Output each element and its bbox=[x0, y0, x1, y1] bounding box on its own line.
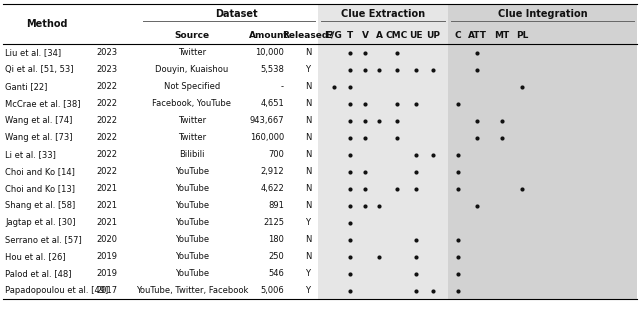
Text: 2023: 2023 bbox=[97, 48, 118, 57]
Text: Twitter: Twitter bbox=[178, 116, 206, 125]
Text: YouTube: YouTube bbox=[175, 269, 209, 278]
Text: Clue Extraction: Clue Extraction bbox=[341, 9, 425, 19]
Text: Twitter: Twitter bbox=[178, 133, 206, 142]
Text: 2022: 2022 bbox=[97, 167, 118, 176]
Bar bbox=[318, 4, 448, 299]
Text: 4,651: 4,651 bbox=[260, 99, 284, 108]
Text: Released?: Released? bbox=[282, 30, 333, 40]
Text: YouTube: YouTube bbox=[175, 184, 209, 193]
Text: N: N bbox=[305, 150, 311, 159]
Text: YouTube: YouTube bbox=[175, 218, 209, 227]
Text: Ganti [22]: Ganti [22] bbox=[5, 82, 47, 91]
Text: Y: Y bbox=[305, 65, 310, 74]
Text: Y: Y bbox=[305, 218, 310, 227]
Text: ATT: ATT bbox=[467, 30, 486, 40]
Text: PL: PL bbox=[516, 30, 528, 40]
Text: 4,622: 4,622 bbox=[260, 184, 284, 193]
Text: 5,538: 5,538 bbox=[260, 65, 284, 74]
Text: 2021: 2021 bbox=[97, 184, 118, 193]
Text: N: N bbox=[305, 167, 311, 176]
Text: -: - bbox=[281, 82, 284, 91]
Text: Li et al. [33]: Li et al. [33] bbox=[5, 150, 56, 159]
Text: Liu et al. [34]: Liu et al. [34] bbox=[5, 48, 61, 57]
Text: V: V bbox=[362, 30, 369, 40]
Text: 160,000: 160,000 bbox=[250, 133, 284, 142]
Text: Wang et al. [74]: Wang et al. [74] bbox=[5, 116, 72, 125]
Text: 2022: 2022 bbox=[97, 133, 118, 142]
Bar bbox=[3, 4, 318, 299]
Text: T: T bbox=[347, 30, 353, 40]
Text: 2022: 2022 bbox=[97, 99, 118, 108]
Text: N: N bbox=[305, 235, 311, 244]
Text: 891: 891 bbox=[268, 201, 284, 210]
Text: 700: 700 bbox=[268, 150, 284, 159]
Text: MT: MT bbox=[494, 30, 509, 40]
Text: 250: 250 bbox=[268, 252, 284, 261]
Text: Y: Y bbox=[305, 286, 310, 295]
Text: Choi and Ko [13]: Choi and Ko [13] bbox=[5, 184, 75, 193]
Text: Jagtap et al. [30]: Jagtap et al. [30] bbox=[5, 218, 76, 227]
Text: Not Specified: Not Specified bbox=[164, 82, 220, 91]
Text: N: N bbox=[305, 252, 311, 261]
Text: Serrano et al. [57]: Serrano et al. [57] bbox=[5, 235, 82, 244]
Text: 2017: 2017 bbox=[97, 286, 118, 295]
Text: E/G: E/G bbox=[326, 30, 342, 40]
Text: 2022: 2022 bbox=[97, 116, 118, 125]
Bar bbox=[448, 4, 637, 299]
Text: UP: UP bbox=[426, 30, 440, 40]
Text: Shang et al. [58]: Shang et al. [58] bbox=[5, 201, 76, 210]
Text: 10,000: 10,000 bbox=[255, 48, 284, 57]
Text: N: N bbox=[305, 48, 311, 57]
Text: Qi et al. [51, 53]: Qi et al. [51, 53] bbox=[5, 65, 74, 74]
Text: Y: Y bbox=[305, 269, 310, 278]
Text: 2019: 2019 bbox=[97, 269, 118, 278]
Text: N: N bbox=[305, 99, 311, 108]
Text: 2020: 2020 bbox=[97, 235, 118, 244]
Text: YouTube, Twitter, Facebook: YouTube, Twitter, Facebook bbox=[136, 286, 248, 295]
Text: N: N bbox=[305, 201, 311, 210]
Text: Clue Integration: Clue Integration bbox=[498, 9, 588, 19]
Text: Bilibili: Bilibili bbox=[179, 150, 205, 159]
Text: 5,006: 5,006 bbox=[260, 286, 284, 295]
Text: Source: Source bbox=[175, 30, 209, 40]
Text: Palod et al. [48]: Palod et al. [48] bbox=[5, 269, 72, 278]
Text: CMC: CMC bbox=[386, 30, 408, 40]
Text: A: A bbox=[376, 30, 383, 40]
Text: Hou et al. [26]: Hou et al. [26] bbox=[5, 252, 66, 261]
Text: C: C bbox=[454, 30, 461, 40]
Text: Wang et al. [73]: Wang et al. [73] bbox=[5, 133, 72, 142]
Text: 2022: 2022 bbox=[97, 82, 118, 91]
Text: Method: Method bbox=[26, 19, 68, 29]
Text: 2,912: 2,912 bbox=[260, 167, 284, 176]
Text: YouTube: YouTube bbox=[175, 252, 209, 261]
Text: Twitter: Twitter bbox=[178, 48, 206, 57]
Text: YouTube: YouTube bbox=[175, 235, 209, 244]
Text: YouTube: YouTube bbox=[175, 167, 209, 176]
Text: 2125: 2125 bbox=[263, 218, 284, 227]
Text: 943,667: 943,667 bbox=[250, 116, 284, 125]
Text: Dataset: Dataset bbox=[214, 9, 257, 19]
Text: N: N bbox=[305, 133, 311, 142]
Text: N: N bbox=[305, 82, 311, 91]
Text: 2022: 2022 bbox=[97, 150, 118, 159]
Text: 2019: 2019 bbox=[97, 252, 118, 261]
Text: 2021: 2021 bbox=[97, 201, 118, 210]
Text: YouTube: YouTube bbox=[175, 201, 209, 210]
Text: 180: 180 bbox=[268, 235, 284, 244]
Text: Amount: Amount bbox=[249, 30, 289, 40]
Text: 2021: 2021 bbox=[97, 218, 118, 227]
Text: UE: UE bbox=[409, 30, 423, 40]
Text: McCrae et al. [38]: McCrae et al. [38] bbox=[5, 99, 81, 108]
Text: Choi and Ko [14]: Choi and Ko [14] bbox=[5, 167, 75, 176]
Text: Douyin, Kuaishou: Douyin, Kuaishou bbox=[156, 65, 228, 74]
Text: N: N bbox=[305, 116, 311, 125]
Text: Papadopoulou et al. [49]: Papadopoulou et al. [49] bbox=[5, 286, 108, 295]
Text: 2023: 2023 bbox=[97, 65, 118, 74]
Text: 546: 546 bbox=[268, 269, 284, 278]
Text: N: N bbox=[305, 184, 311, 193]
Text: Facebook, YouTube: Facebook, YouTube bbox=[152, 99, 232, 108]
